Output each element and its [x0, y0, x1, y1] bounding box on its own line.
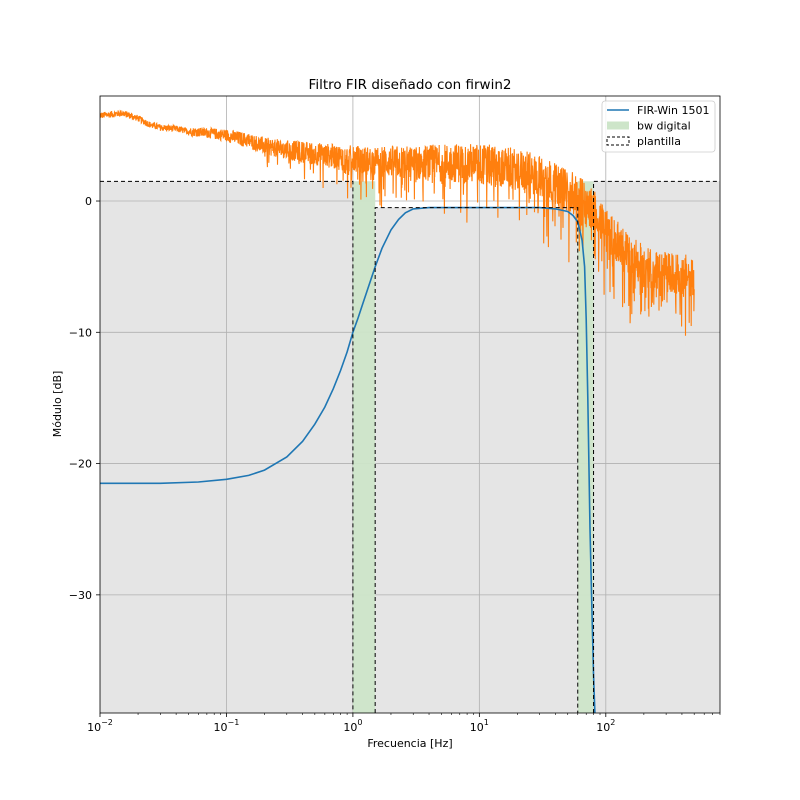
axes: 10−2 10−1 100 101 102 0 −10 −20 −30: [69, 195, 721, 734]
legend: FIR-Win 1501 bw digital plantilla: [601, 100, 716, 153]
y-axis-label: Módulo [dB]: [51, 371, 64, 438]
legend-entry-plantilla: plantilla: [637, 135, 681, 148]
y-tick-label: −20: [69, 458, 92, 471]
x-tick-label: 101: [470, 718, 489, 734]
plantilla-outline: [100, 180, 720, 713]
legend-entry-fir-win: FIR-Win 1501: [637, 104, 709, 117]
x-tick-label: 102: [596, 718, 615, 734]
series-layer: [100, 109, 695, 713]
bw-digital-band: [577, 181, 594, 713]
legend-swatch: [606, 136, 630, 146]
template-fill-pass-low: [375, 207, 578, 713]
plantilla-pass: [374, 207, 579, 713]
y-tick-label: −10: [69, 326, 92, 339]
legend-box: [601, 100, 716, 153]
plantilla-stop-high: [593, 180, 720, 713]
x-axis-label: Frecuencia [Hz]: [367, 737, 452, 750]
plantilla-stop-low: [100, 180, 354, 713]
fir-win-line: [100, 206, 596, 713]
chart-title: Filtro FIR diseñado con firwin2: [309, 77, 512, 93]
y-tick-label: 0: [85, 195, 92, 208]
x-tick-label: 100: [343, 718, 362, 734]
legend-swatch: [607, 121, 629, 130]
spectrum-line: [100, 109, 695, 336]
legend-entry-bw-digital: bw digital: [637, 120, 691, 133]
x-tick-label: 10−2: [87, 718, 113, 734]
plot-frame: [99, 95, 721, 714]
y-tick-label: −30: [69, 589, 92, 602]
x-tick-label: 10−1: [214, 718, 240, 734]
bw-digital-band: [352, 181, 376, 713]
